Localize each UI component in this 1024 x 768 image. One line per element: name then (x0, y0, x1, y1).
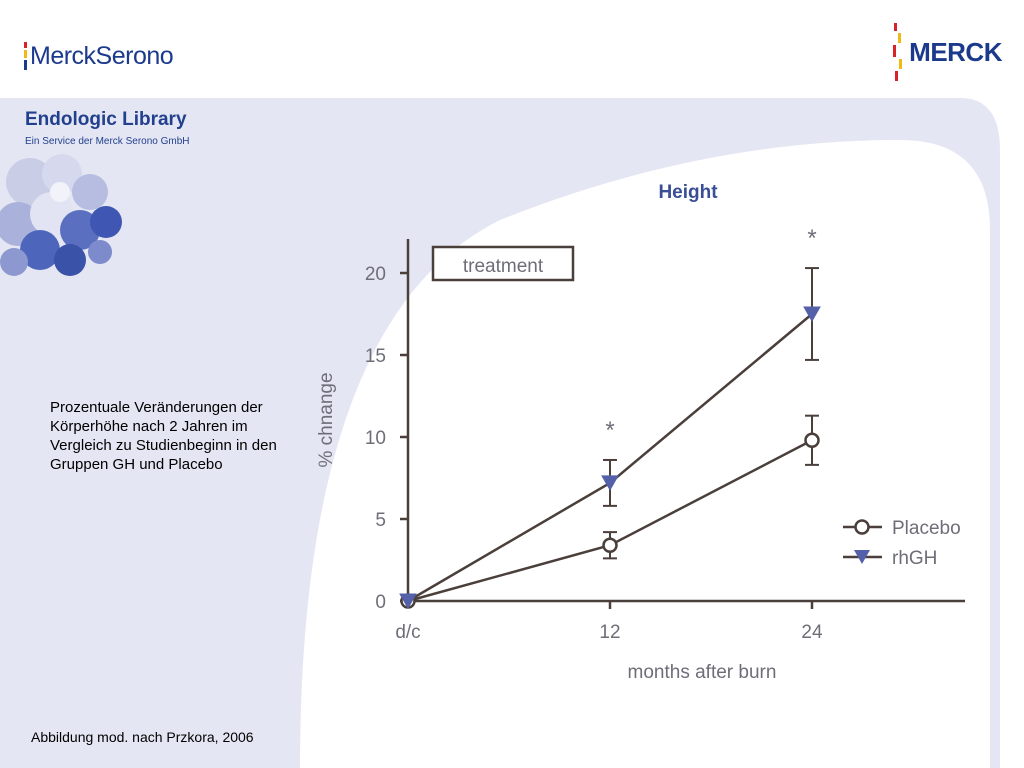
y-tick-label: 10 (365, 428, 386, 449)
legend-label: rhGH (892, 548, 937, 569)
significance-markers: ** (605, 225, 816, 444)
x-tick-label: 24 (801, 622, 823, 643)
x-axis-ticks: d/c 12 24 (395, 601, 823, 643)
merck-logo: MERCK (893, 22, 1002, 82)
legend-label: Placebo (892, 518, 961, 539)
library-subtitle: Ein Service der Merck Serono GmbH (25, 136, 190, 147)
y-axis-label: % chnange (316, 372, 337, 467)
merck-serono-wordmark: MerckSerono (30, 41, 174, 70)
treatment-box: treatment (431, 245, 575, 282)
y-tick-label: 0 (375, 592, 386, 613)
treatment-box-frame (431, 245, 575, 282)
chart-legend: Placebo rhGH (843, 518, 961, 569)
x-tick-label: d/c (395, 622, 420, 643)
significance-asterisk: * (807, 225, 816, 252)
y-tick-label: 5 (375, 510, 386, 531)
x-axis-label: months after burn (628, 662, 777, 683)
merck-wordmark: MERCK (909, 36, 1002, 67)
figure-caption: Prozentuale Veränderungen der Körperhöhe… (50, 399, 277, 473)
data-point-rhgh (601, 475, 619, 491)
logo-bars-icon (24, 42, 27, 70)
merck-logo-bars-icon (893, 23, 907, 81)
significance-asterisk: * (605, 417, 614, 444)
data-point-rhgh (803, 306, 821, 323)
height-line-chart: Height 0 5 10 15 20 d/c 12 24 % chnange months… (316, 182, 965, 683)
legend-marker-placebo (854, 519, 870, 535)
data-point-rhgh (399, 593, 417, 610)
chart-title: Height (658, 182, 718, 203)
y-tick-label: 15 (365, 346, 386, 367)
data-point-placebo (804, 432, 820, 449)
legend-marker-rhgh (854, 550, 870, 564)
treatment-label: treatment (463, 256, 544, 277)
data-point-placebo (602, 537, 618, 553)
x-tick-label: 12 (599, 622, 620, 643)
chart-series (399, 267, 821, 610)
protein-molecule-icon (0, 154, 122, 276)
y-axis-ticks: 0 5 10 15 20 (365, 264, 408, 613)
merck-serono-logo: MerckSerono (24, 38, 174, 74)
library-title: Endologic Library (25, 109, 187, 130)
figure-source-note: Abbildung mod. nach Przkora, 2006 (31, 729, 254, 745)
y-tick-label: 20 (365, 264, 386, 285)
